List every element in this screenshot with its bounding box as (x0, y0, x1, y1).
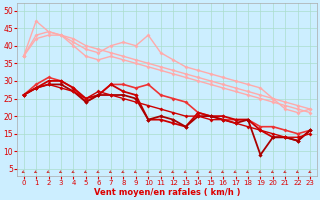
X-axis label: Vent moyen/en rafales ( km/h ): Vent moyen/en rafales ( km/h ) (94, 188, 240, 197)
